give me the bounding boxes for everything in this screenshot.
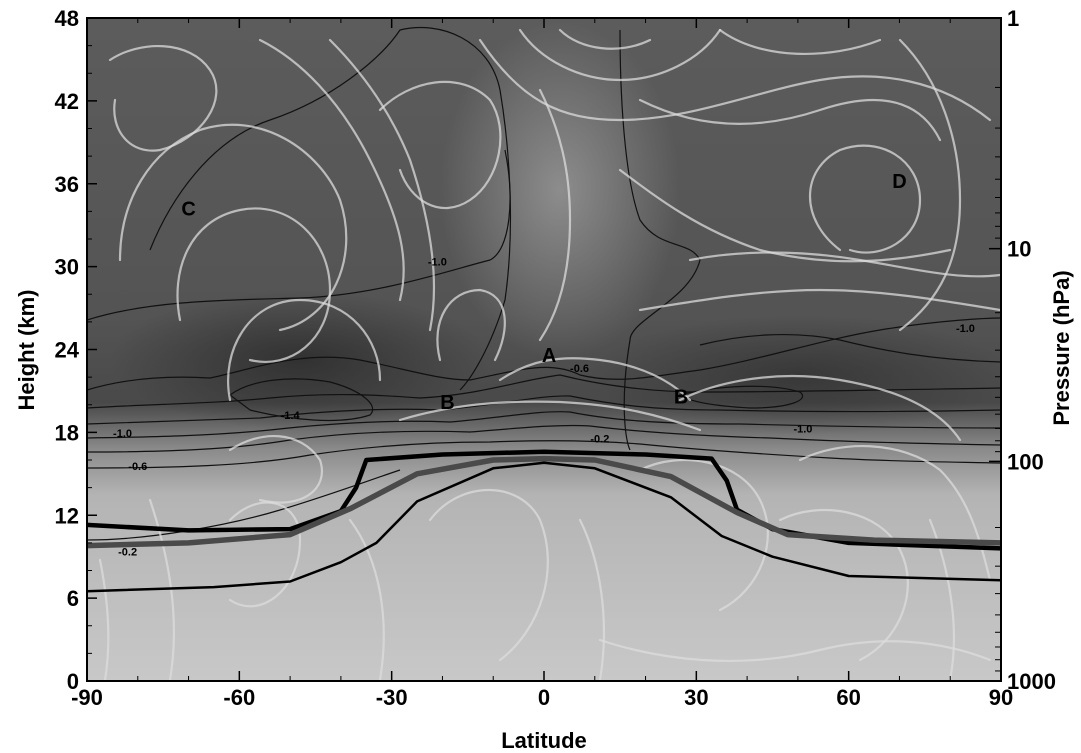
contour-lines: [87, 26, 1001, 541]
x-tick-label: 90: [989, 685, 1013, 710]
contour-label: -0.6: [570, 363, 589, 375]
contour-labels: -1.0 -1.4 -1.0 -0.6 -0.6 -0.2 -1.0 -1.0 -0.2: [113, 256, 975, 559]
pressure-tick-label: 1: [1007, 6, 1019, 31]
x-tick-label: -60: [223, 685, 255, 710]
region-label-D: D: [892, 171, 906, 193]
contour-label: -1.0: [113, 428, 132, 440]
contour-label: -0.6: [128, 461, 147, 473]
y-tick-label: 18: [55, 420, 79, 445]
contour-label: -0.2: [118, 547, 137, 559]
x-tick-label: 60: [836, 685, 860, 710]
region-label-C: C: [181, 199, 195, 221]
y-tick-label: 36: [55, 172, 79, 197]
pressure-tick-label: 10: [1007, 237, 1031, 262]
tropopause-line-2: [87, 461, 1001, 593]
pressure-tick-label: 1000: [1007, 669, 1056, 694]
y-tick-label: 48: [55, 6, 79, 31]
region-label-A: A: [542, 345, 556, 367]
x-axis-title: Latitude: [501, 728, 587, 753]
plot-area: [87, 18, 1001, 681]
y-tick-label: 0: [67, 669, 79, 694]
contour-label: -1.0: [793, 424, 812, 436]
y-tick-label: 24: [55, 338, 80, 363]
region-labels: A B B C D: [181, 171, 906, 414]
x-tick-label: -90: [71, 685, 103, 710]
y-axis-ticks-left: 0 6 12 18 24 30 36 42 48: [55, 6, 97, 694]
contour-label: -1.0: [428, 256, 447, 268]
contour-label: -1.4: [281, 410, 301, 422]
y-axis-ticks-right: 1 10 100 1000: [989, 6, 1056, 694]
y-tick-label: 42: [55, 89, 79, 114]
tropopause-lines: [87, 449, 1001, 593]
tropopause-line-1: [87, 455, 1001, 549]
streamlines: [98, 28, 1001, 681]
y-tick-label: 6: [67, 586, 79, 611]
x-axis-ticks: -90 -60 -30 0 30 60 90: [71, 18, 1013, 710]
y-axis-title-right: Pressure (hPa): [1049, 270, 1074, 425]
y-tick-label: 30: [55, 255, 79, 280]
pressure-tick-label: 100: [1007, 449, 1044, 474]
x-tick-label: 30: [684, 685, 708, 710]
region-label-B: B: [440, 392, 454, 414]
dark-region-left: [110, 290, 490, 430]
contour-label: -0.2: [590, 433, 609, 445]
contour-label: -1.0: [956, 323, 975, 335]
x-tick-label: -30: [376, 685, 408, 710]
light-region-center: [440, 20, 680, 360]
x-tick-label: 0: [538, 685, 550, 710]
y-tick-label: 12: [55, 503, 79, 528]
region-label-B: B: [674, 386, 688, 408]
y-axis-title-left: Height (km): [14, 290, 39, 411]
